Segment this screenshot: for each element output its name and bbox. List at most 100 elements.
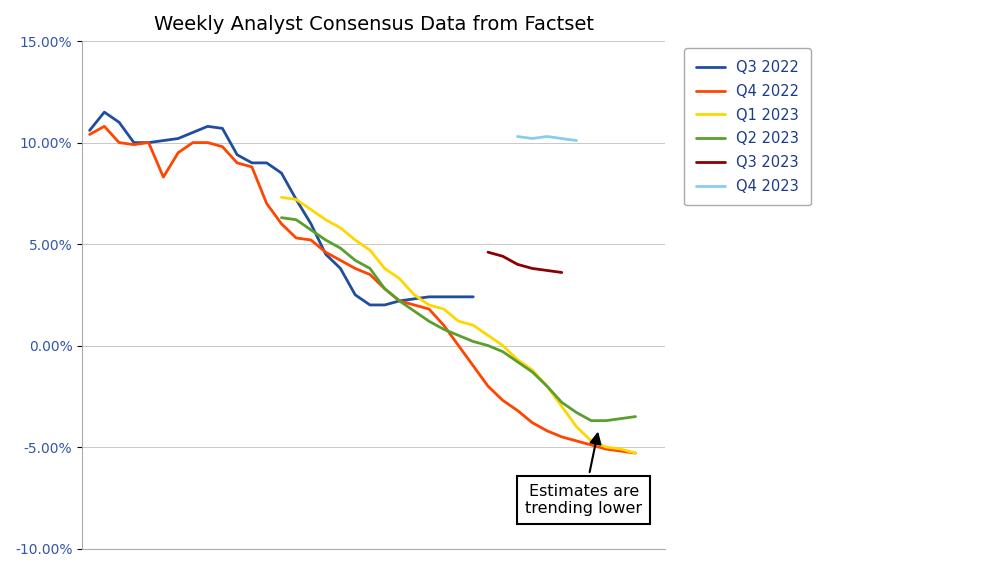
Q4 2022 <box>393 297 405 304</box>
Q4 2022 <box>526 419 538 426</box>
Q3 2022 <box>84 127 96 134</box>
Q4 2022 <box>364 271 376 278</box>
Q1 2023 <box>379 265 391 272</box>
Q1 2023 <box>511 356 523 363</box>
Q3 2022 <box>452 293 464 300</box>
Q2 2023 <box>334 245 346 252</box>
Q2 2023 <box>467 338 479 345</box>
Q4 2022 <box>571 438 583 444</box>
Q2 2023 <box>585 417 597 424</box>
Q1 2023 <box>290 196 302 203</box>
Q3 2022 <box>261 160 273 166</box>
Q2 2023 <box>482 342 494 349</box>
Q4 2022 <box>379 285 391 292</box>
Q2 2023 <box>423 318 435 325</box>
Q1 2023 <box>497 342 509 349</box>
Q2 2023 <box>556 399 568 406</box>
Q2 2023 <box>497 348 509 355</box>
Q1 2023 <box>393 275 405 282</box>
Line: Q2 2023: Q2 2023 <box>281 218 636 420</box>
Q4 2022 <box>585 442 597 448</box>
Q3 2022 <box>231 152 243 158</box>
Q4 2022 <box>305 237 317 244</box>
Q3 2022 <box>216 125 228 132</box>
Q4 2023 <box>556 135 568 142</box>
Q3 2022 <box>467 293 479 300</box>
Q1 2023 <box>600 444 612 451</box>
Q3 2022 <box>202 123 214 130</box>
Q4 2022 <box>320 249 332 256</box>
Q2 2023 <box>305 227 317 233</box>
Q3 2022 <box>305 220 317 227</box>
Q4 2022 <box>615 448 627 455</box>
Q3 2022 <box>128 139 140 146</box>
Q4 2022 <box>143 139 155 146</box>
Q1 2023 <box>423 301 435 308</box>
Q2 2023 <box>615 415 627 422</box>
Q2 2023 <box>452 332 464 339</box>
Q3 2022 <box>349 291 361 298</box>
Q4 2022 <box>541 427 553 434</box>
Q4 2022 <box>261 200 273 207</box>
Q4 2022 <box>630 450 642 456</box>
Q2 2023 <box>408 308 420 315</box>
Q2 2023 <box>393 297 405 304</box>
Line: Q3 2022: Q3 2022 <box>90 112 473 305</box>
Q4 2022 <box>98 123 110 130</box>
Line: Q3 2023: Q3 2023 <box>488 252 562 272</box>
Line: Q1 2023: Q1 2023 <box>281 197 636 453</box>
Q1 2023 <box>438 305 450 312</box>
Q1 2023 <box>571 423 583 430</box>
Q4 2023 <box>571 137 583 144</box>
Q4 2022 <box>290 235 302 241</box>
Q1 2023 <box>364 247 376 253</box>
Q4 2022 <box>600 446 612 452</box>
Q1 2023 <box>526 367 538 374</box>
Q4 2022 <box>423 305 435 312</box>
Q3 2022 <box>320 251 332 257</box>
Q4 2022 <box>556 434 568 440</box>
Q4 2022 <box>157 174 169 181</box>
Q1 2023 <box>320 216 332 223</box>
Q4 2022 <box>84 131 96 138</box>
Q3 2022 <box>334 265 346 272</box>
Q3 2023 <box>526 265 538 272</box>
Q3 2022 <box>364 301 376 308</box>
Q2 2023 <box>320 237 332 244</box>
Q3 2023 <box>497 253 509 260</box>
Q2 2023 <box>364 265 376 272</box>
Q4 2022 <box>497 397 509 404</box>
Q4 2022 <box>275 220 287 227</box>
Q4 2023 <box>526 135 538 142</box>
Q4 2022 <box>467 363 479 370</box>
Q2 2023 <box>290 216 302 223</box>
Q4 2022 <box>482 383 494 390</box>
Q3 2022 <box>143 139 155 146</box>
Q4 2022 <box>172 149 184 156</box>
Q4 2022 <box>511 407 523 414</box>
Q3 2022 <box>290 196 302 203</box>
Q1 2023 <box>452 318 464 325</box>
Q2 2023 <box>600 417 612 424</box>
Q4 2022 <box>216 143 228 150</box>
Q3 2022 <box>393 297 405 304</box>
Q3 2022 <box>172 135 184 142</box>
Q4 2022 <box>231 160 243 166</box>
Legend: Q3 2022, Q4 2022, Q1 2023, Q2 2023, Q3 2023, Q4 2023: Q3 2022, Q4 2022, Q1 2023, Q2 2023, Q3 2… <box>684 49 811 205</box>
Q3 2022 <box>157 137 169 144</box>
Q3 2022 <box>438 293 450 300</box>
Q1 2023 <box>541 383 553 390</box>
Q2 2023 <box>630 413 642 420</box>
Q1 2023 <box>585 438 597 444</box>
Q4 2023 <box>511 133 523 140</box>
Q1 2023 <box>482 332 494 339</box>
Q1 2023 <box>408 291 420 298</box>
Q4 2022 <box>113 139 125 146</box>
Q3 2023 <box>511 261 523 268</box>
Q4 2022 <box>128 141 140 148</box>
Line: Q4 2023: Q4 2023 <box>517 137 577 141</box>
Q4 2022 <box>408 301 420 308</box>
Q3 2022 <box>246 160 258 166</box>
Q2 2023 <box>438 326 450 333</box>
Q2 2023 <box>275 214 287 221</box>
